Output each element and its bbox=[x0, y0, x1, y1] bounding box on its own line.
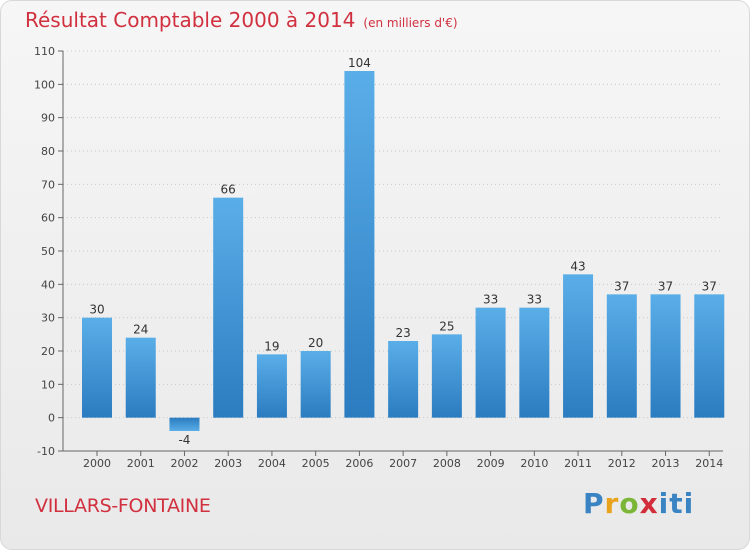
data-label: 19 bbox=[264, 339, 279, 353]
bar bbox=[519, 307, 550, 418]
bar bbox=[213, 197, 244, 418]
x-tick-label: 2010 bbox=[520, 457, 548, 470]
x-tick-label: 2006 bbox=[345, 457, 373, 470]
commune-name: VILLARS-FONTAINE bbox=[35, 495, 211, 517]
x-tick-label: 2001 bbox=[127, 457, 155, 470]
y-tick-label: 80 bbox=[41, 145, 55, 158]
bar bbox=[606, 294, 637, 418]
logo-letters-iti: iti bbox=[658, 487, 695, 520]
data-label: 43 bbox=[570, 259, 585, 273]
logo-letter-o: o bbox=[619, 487, 640, 520]
chart-subtitle: (en milliers d'€) bbox=[363, 16, 458, 30]
title-text: Résultat Comptable 2000 à 2014 bbox=[25, 8, 356, 32]
y-tick-label: 110 bbox=[34, 45, 55, 58]
x-tick-label: 2009 bbox=[477, 457, 505, 470]
y-tick-label: 20 bbox=[41, 345, 55, 358]
x-tick-label: 2008 bbox=[433, 457, 461, 470]
data-label: 20 bbox=[308, 336, 323, 350]
y-tick-label: 60 bbox=[41, 212, 55, 225]
x-tick-label: 2011 bbox=[564, 457, 592, 470]
data-label: 24 bbox=[133, 323, 148, 337]
data-label: 33 bbox=[527, 293, 542, 307]
y-tick-label: 10 bbox=[41, 378, 55, 391]
logo-letter-p: P bbox=[583, 487, 605, 520]
data-label: 37 bbox=[658, 279, 673, 293]
data-label: 66 bbox=[221, 183, 236, 197]
y-tick-label: 30 bbox=[41, 312, 55, 325]
x-tick-label: 2005 bbox=[302, 457, 330, 470]
data-label: 23 bbox=[395, 326, 410, 340]
y-tick-label: 90 bbox=[41, 112, 55, 125]
x-tick-label: 2007 bbox=[389, 457, 417, 470]
bar bbox=[344, 71, 375, 418]
x-tick-label: 2013 bbox=[652, 457, 680, 470]
bar bbox=[650, 294, 681, 418]
bar bbox=[256, 354, 287, 418]
data-label: 104 bbox=[348, 56, 371, 70]
bar bbox=[169, 417, 200, 431]
data-label: 25 bbox=[439, 319, 454, 333]
bar bbox=[125, 337, 156, 418]
bar bbox=[431, 334, 462, 418]
x-tick-label: 2004 bbox=[258, 457, 286, 470]
y-tick-label: 0 bbox=[48, 412, 55, 425]
y-tick-label: 100 bbox=[34, 78, 55, 91]
bar bbox=[300, 351, 331, 418]
y-tick-label: 40 bbox=[41, 278, 55, 291]
bar bbox=[563, 274, 594, 418]
logo-letter-r: r bbox=[604, 487, 620, 520]
x-tick-label: 2002 bbox=[170, 457, 198, 470]
axes: -10 0 10 20 30 40 50 60 70 80 90 100 110 2000 2001 2002… bbox=[34, 45, 723, 470]
bar bbox=[82, 317, 112, 418]
x-tick-label: 2012 bbox=[608, 457, 636, 470]
data-label: 30 bbox=[89, 303, 104, 317]
bar bbox=[388, 341, 419, 418]
x-tick-label: 2003 bbox=[214, 457, 242, 470]
bar bbox=[694, 294, 725, 418]
logo-letter-x: x bbox=[639, 487, 659, 520]
data-label: 33 bbox=[483, 293, 498, 307]
data-label: 37 bbox=[614, 279, 629, 293]
chart-title: Résultat Comptable 2000 à 2014 (en millie… bbox=[25, 8, 458, 32]
y-tick-label: 70 bbox=[41, 178, 55, 191]
y-tick-label: -10 bbox=[37, 445, 55, 458]
data-labels: 30 24 -4 66 19 20 104 23 25 33 33 43 37 37 37 bbox=[89, 56, 717, 447]
proxiti-logo: Proxiti bbox=[583, 487, 694, 520]
bars bbox=[82, 71, 725, 431]
data-label: 37 bbox=[702, 279, 717, 293]
x-tick-label: 2014 bbox=[695, 457, 723, 470]
x-tick-label: 2000 bbox=[83, 457, 111, 470]
bar bbox=[475, 307, 506, 418]
data-label: -4 bbox=[178, 433, 190, 447]
y-tick-label: 50 bbox=[41, 245, 55, 258]
